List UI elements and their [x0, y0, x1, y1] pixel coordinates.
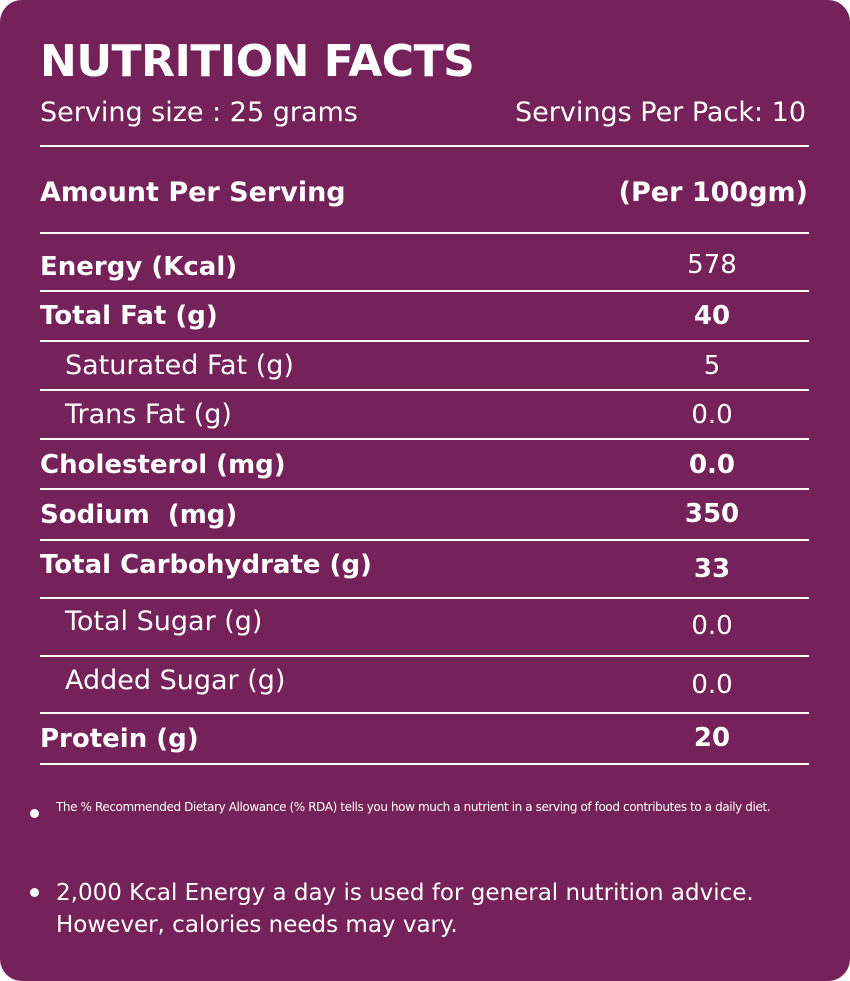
divider: [40, 597, 809, 599]
serving-size: Serving size : 25 grams: [40, 97, 358, 128]
bullet-icon: [30, 809, 39, 818]
divider: [40, 340, 809, 342]
row-value-cholesterol: 0.0: [688, 450, 736, 480]
per-100gm-heading: (Per 100gm): [618, 177, 808, 208]
energy-note: 2,000 Kcal Energy a day is used for gene…: [56, 880, 754, 938]
row-label-saturated-fat: Saturated Fat (g): [65, 350, 294, 381]
row-label-trans-fat: Trans Fat (g): [65, 399, 232, 430]
row-value-protein: 20: [693, 723, 731, 753]
row-label-cholesterol: Cholesterol (mg): [40, 450, 286, 480]
divider: [40, 539, 809, 541]
servings-per-pack: Servings Per Pack: 10: [515, 97, 806, 128]
divider: [40, 488, 809, 490]
row-value-trans-fat: 0.0: [691, 400, 733, 430]
row-value-total-sugar: 0.0: [691, 611, 733, 641]
row-label-total-sugar: Total Sugar (g): [65, 606, 263, 637]
amount-per-serving-heading: Amount Per Serving: [40, 177, 346, 208]
row-value-total-fat: 40: [693, 301, 731, 331]
row-label-protein: Protein (g): [40, 724, 199, 754]
page-title: NUTRITION FACTS: [40, 36, 475, 87]
divider: [40, 389, 809, 391]
divider: [40, 763, 809, 765]
divider: [40, 438, 809, 440]
row-label-added-sugar: Added Sugar (g): [65, 665, 286, 696]
divider: [40, 232, 809, 234]
row-value-added-sugar: 0.0: [691, 670, 733, 700]
row-label-sodium: Sodium (mg): [40, 500, 238, 530]
divider: [40, 712, 809, 714]
row-value-sodium: 350: [684, 499, 740, 529]
row-label-total-fat: Total Fat (g): [40, 301, 218, 331]
rda-note: The % Recommended Dietary Allowance (% R…: [56, 800, 771, 814]
divider: [40, 655, 809, 657]
divider: [40, 145, 809, 147]
row-label-energy: Energy (Kcal): [40, 252, 238, 282]
row-value-saturated-fat: 5: [703, 351, 721, 381]
bullet-icon: [30, 888, 39, 897]
row-value-total-carbohydrate: 33: [693, 554, 731, 584]
divider: [40, 290, 809, 292]
row-label-total-carbohydrate: Total Carbohydrate (g): [40, 550, 372, 580]
row-value-energy: 578: [687, 250, 737, 280]
